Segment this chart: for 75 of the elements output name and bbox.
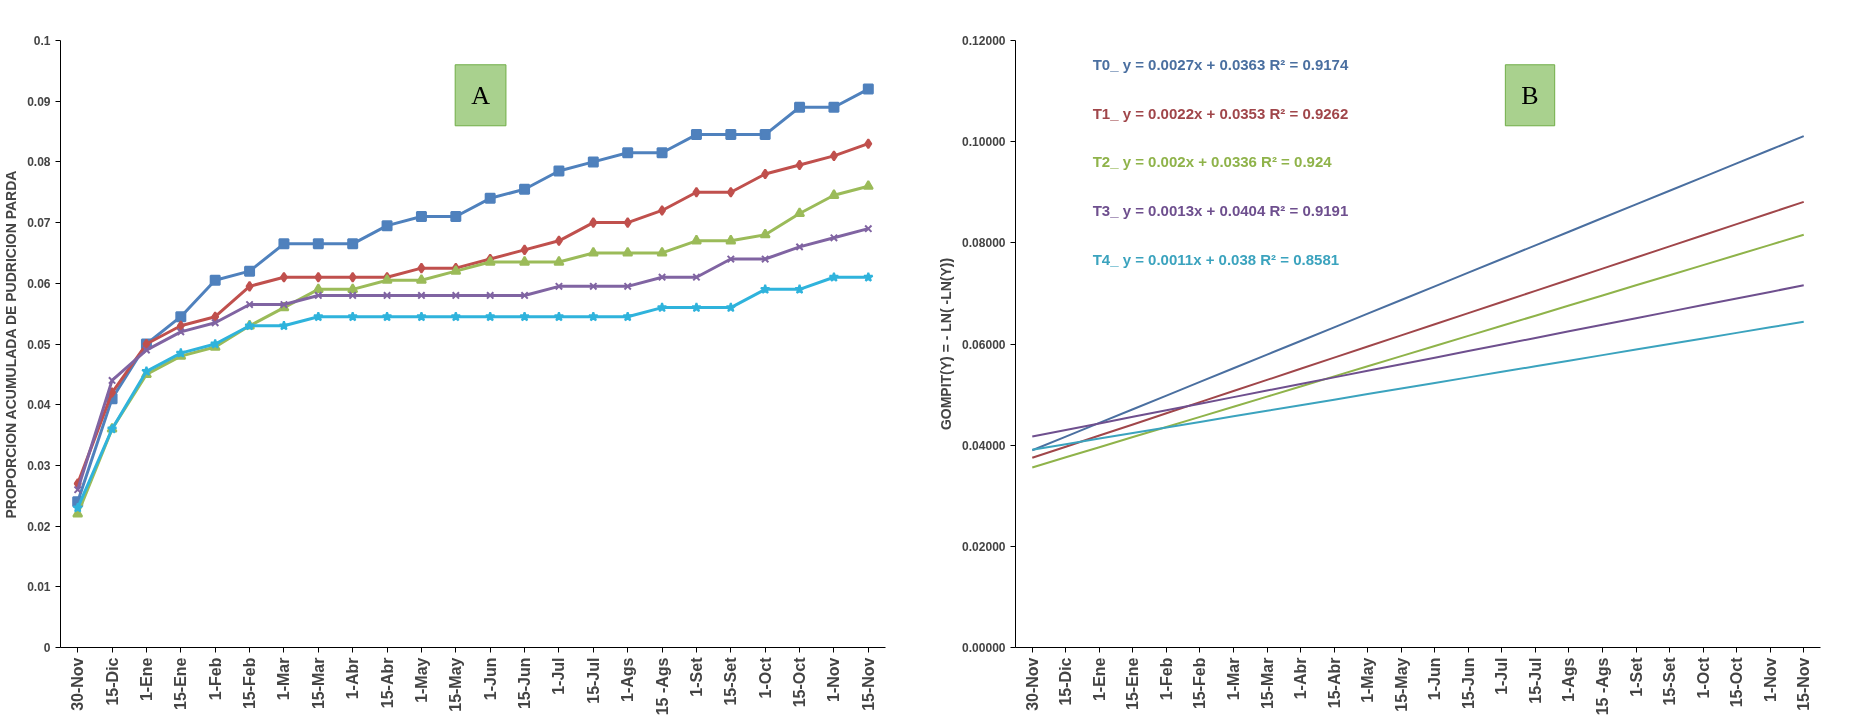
x-tick-label: 15-May — [447, 657, 465, 712]
x-tick-label: 15-Ene — [1124, 657, 1142, 710]
x-tick-label: 15-Abr — [378, 657, 396, 709]
x-tick-label: 15-Mar — [1258, 657, 1276, 710]
y-tick-label: 0.01 — [27, 580, 51, 595]
x-tick-label: 15-Nov — [859, 657, 877, 711]
x-tick-label: 1-Abr — [344, 657, 362, 700]
x-tick-label: 1-Set — [687, 656, 705, 697]
x-tick-label: 15-Jun — [1459, 657, 1477, 710]
x-tick-label: 1-Nov — [1761, 657, 1779, 702]
x-tick-label: 15-Oct — [791, 656, 809, 708]
x-tick-label: 15-Mar — [309, 657, 327, 710]
annotation: B — [1521, 80, 1539, 110]
x-tick-label: 1-Jul — [1493, 657, 1511, 695]
x-tick-label: 15 -Ags — [653, 657, 671, 716]
x-tick-label: 30-Nov — [69, 657, 87, 711]
text: T3_ y = 0.0013x + 0.0404 R² = 0.9191 — [1092, 201, 1349, 219]
y-tick-label: 0.07 — [27, 216, 51, 231]
x-tick-label: 1-Ags — [1560, 657, 1578, 702]
x-tick-label: 1-May — [412, 657, 430, 703]
y-tick-label: 0.03 — [27, 458, 51, 473]
x-tick-label: 15-Ene — [172, 657, 190, 710]
x-tick-label: 1-Oct — [756, 656, 774, 699]
x-tick-label: 1-Ene — [137, 657, 155, 702]
x-tick-label: 15-Jul — [1526, 657, 1544, 704]
x-tick-label: 15-Nov — [1795, 657, 1813, 711]
text: T1_ y = 0.0022x + 0.0353 R² = 0.9262 — [1092, 104, 1349, 122]
x-tick-label: 15-Dic — [1057, 657, 1075, 706]
x-tick-label: 1-Set — [1627, 656, 1645, 697]
y-axis-title: PROPORCION ACUMULADA DE PUDRICION PARDA — [3, 170, 20, 519]
x-tick-label: 15-Feb — [241, 657, 259, 710]
x-tick-label: 15-Dic — [103, 657, 121, 706]
y-tick-label: 0.12000 — [962, 34, 1006, 48]
text: T0_ y = 0.0027x + 0.0363 R² = 0.9174 — [1092, 56, 1349, 74]
x-tick-label: 1-Jun — [481, 657, 499, 701]
y-tick-label: 0.05 — [27, 337, 51, 352]
y-tick-label: 0.00000 — [962, 641, 1006, 655]
y-tick-label: 0.02 — [27, 519, 51, 534]
y-tick-label: 0.09 — [27, 94, 51, 109]
y-tick-label: 0.10000 — [962, 135, 1006, 150]
x-tick-label: 1-Jul — [550, 657, 568, 695]
y-tick-label: 0.08 — [27, 155, 51, 170]
y-tick-label: 0.04000 — [962, 438, 1006, 453]
x-tick-label: 1-Feb — [1157, 657, 1175, 701]
x-tick-label: 1-May — [1359, 657, 1377, 703]
x-tick-label: 1-Mar — [1225, 657, 1243, 701]
y-tick-label: 0.08000 — [962, 236, 1006, 251]
x-tick-label: 1-Ags — [619, 657, 637, 702]
x-tick-label: 1-Abr — [1292, 657, 1310, 700]
x-tick-label: 15-Jul — [584, 657, 602, 704]
x-tick-label: 15-Oct — [1728, 656, 1746, 708]
x-tick-label: 15-Set — [722, 656, 740, 706]
x-tick-label: 15-Feb — [1191, 657, 1209, 710]
x-tick-label: 1-Mar — [275, 657, 293, 701]
y-tick-label: 0.06000 — [962, 337, 1006, 352]
x-tick-label: 1-Oct — [1694, 656, 1712, 699]
x-tick-label: 15-Set — [1661, 656, 1679, 706]
x-tick-label: 15-Jun — [516, 657, 534, 710]
x-tick-label: 1-Jun — [1426, 657, 1444, 701]
x-tick-label: 1-Nov — [825, 657, 843, 702]
x-tick-label: 15-May — [1392, 657, 1410, 712]
y-tick-label: 0.06 — [27, 276, 51, 291]
x-tick-label: 15-Abr — [1325, 657, 1343, 709]
y-tick-label: 0.04 — [27, 398, 51, 413]
y-axis-title: GOMPIT(Y) = - LN( -LN(Y)) — [938, 257, 955, 431]
y-tick-label: 0.1 — [33, 34, 51, 48]
x-tick-label: 30-Nov — [1023, 657, 1041, 711]
annotation: A — [471, 80, 491, 110]
x-tick-label: 15 -Ags — [1593, 657, 1611, 716]
x-tick-label: 1-Feb — [206, 657, 224, 701]
y-tick-label: 0 — [43, 641, 51, 655]
text: T4_ y = 0.0011x + 0.038 R² = 0.8581 — [1092, 250, 1340, 268]
text: T2_ y = 0.002x + 0.0336 R² = 0.924 — [1092, 153, 1333, 171]
y-tick-label: 0.02000 — [962, 539, 1006, 554]
x-tick-label: 1-Ene — [1090, 657, 1108, 702]
